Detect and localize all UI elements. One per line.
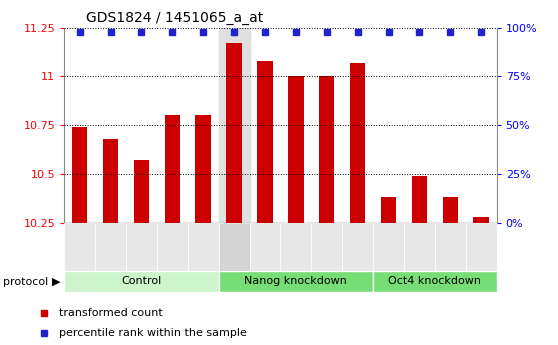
Bar xyxy=(157,223,187,271)
Bar xyxy=(103,139,118,223)
Text: Oct4 knockdown: Oct4 knockdown xyxy=(388,276,482,286)
Bar xyxy=(219,28,249,223)
Bar xyxy=(373,271,497,292)
Bar xyxy=(280,223,311,271)
Text: protocol: protocol xyxy=(3,277,48,287)
Bar xyxy=(227,43,242,223)
Bar xyxy=(126,223,157,271)
Bar xyxy=(311,223,342,271)
Text: Nanog knockdown: Nanog knockdown xyxy=(244,276,347,286)
Bar xyxy=(404,223,435,271)
Text: ▶: ▶ xyxy=(52,277,60,287)
Bar xyxy=(72,127,88,223)
Bar xyxy=(219,223,249,271)
Bar xyxy=(257,61,273,223)
Bar xyxy=(165,115,180,223)
Bar xyxy=(195,115,211,223)
Bar xyxy=(412,176,427,223)
Text: Control: Control xyxy=(121,276,161,286)
Text: percentile rank within the sample: percentile rank within the sample xyxy=(59,328,247,338)
Bar xyxy=(350,63,365,223)
Bar xyxy=(64,271,219,292)
Bar xyxy=(373,223,404,271)
Bar xyxy=(134,160,149,223)
Bar xyxy=(466,223,497,271)
Bar xyxy=(435,223,466,271)
Text: transformed count: transformed count xyxy=(59,308,162,318)
Bar xyxy=(442,197,458,223)
Bar xyxy=(342,223,373,271)
Bar xyxy=(64,223,95,271)
Bar xyxy=(381,197,396,223)
Bar xyxy=(319,76,334,223)
Bar xyxy=(288,76,304,223)
Bar xyxy=(219,271,373,292)
Bar xyxy=(473,217,489,223)
Bar xyxy=(187,223,219,271)
Bar xyxy=(95,223,126,271)
Bar xyxy=(249,223,280,271)
Text: GDS1824 / 1451065_a_at: GDS1824 / 1451065_a_at xyxy=(86,11,263,25)
